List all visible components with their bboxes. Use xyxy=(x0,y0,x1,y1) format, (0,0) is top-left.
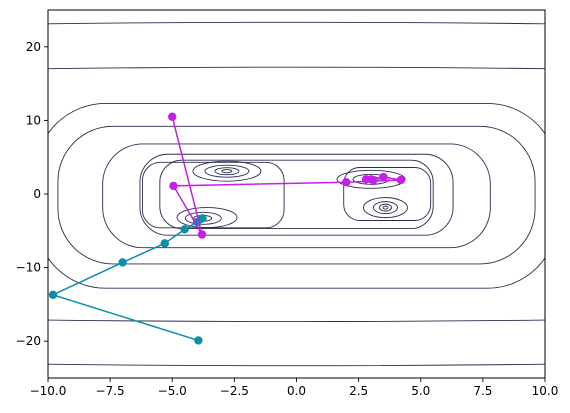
contour-line xyxy=(48,103,545,289)
x-tick-label: 5.0 xyxy=(411,384,430,398)
x-tick-label: 10.0 xyxy=(532,384,559,398)
contour-line xyxy=(214,167,240,176)
x-tick-label: −10.0 xyxy=(30,384,67,398)
series-2-point xyxy=(342,178,351,187)
series-1-point xyxy=(118,258,127,267)
series-1-point xyxy=(48,290,58,300)
series-1-point xyxy=(194,336,203,345)
contour-line xyxy=(352,173,390,185)
y-axis-ticks: −20 −10 0 10 20 xyxy=(16,40,48,348)
y-tick-label: 0 xyxy=(33,187,41,201)
contour-line xyxy=(48,319,545,323)
x-tick-label: 0.0 xyxy=(287,384,306,398)
x-tick-label: −7.5 xyxy=(96,384,125,398)
series-1-point xyxy=(180,225,189,234)
series-2-point xyxy=(396,175,406,185)
series-1-point xyxy=(198,214,207,223)
contour-line xyxy=(159,159,434,230)
x-tick-label: 2.5 xyxy=(349,384,368,398)
y-tick-label: 10 xyxy=(26,113,41,127)
contour-line xyxy=(192,160,262,182)
contour-line xyxy=(336,169,406,189)
contour-lines xyxy=(48,21,545,367)
series-2-point xyxy=(169,181,178,191)
x-tick-label: −5.0 xyxy=(158,384,187,398)
y-tick-label: 20 xyxy=(26,40,41,54)
x-tick-label: −2.5 xyxy=(220,384,249,398)
contour-line xyxy=(57,125,536,265)
contour-line xyxy=(48,66,545,70)
y-tick-label: −10 xyxy=(16,261,41,275)
contour-line xyxy=(221,169,233,174)
series-2-point xyxy=(366,175,376,184)
contour-line xyxy=(176,207,238,229)
contour-line xyxy=(48,363,545,367)
series-2-point xyxy=(379,172,388,182)
contour-line xyxy=(382,205,389,210)
contour-line xyxy=(343,167,432,221)
contour-line xyxy=(184,211,222,225)
contour-line xyxy=(379,203,392,212)
series-2-point xyxy=(168,112,177,121)
contour-line xyxy=(204,164,250,178)
contour-line xyxy=(373,201,398,215)
x-tick-label: 7.5 xyxy=(473,384,492,398)
y-tick-label: −20 xyxy=(16,334,41,348)
contour-line xyxy=(139,153,454,236)
contour-line xyxy=(363,197,408,219)
contour-line xyxy=(48,21,545,25)
series-layer xyxy=(48,112,406,345)
series-1-point xyxy=(160,239,169,248)
series-2-point xyxy=(197,230,207,239)
contour-line xyxy=(102,143,491,249)
x-axis-ticks: −10.0 −7.5 −5.0 −2.5 0.0 2.5 5.0 7.5 10.0 xyxy=(30,378,559,398)
